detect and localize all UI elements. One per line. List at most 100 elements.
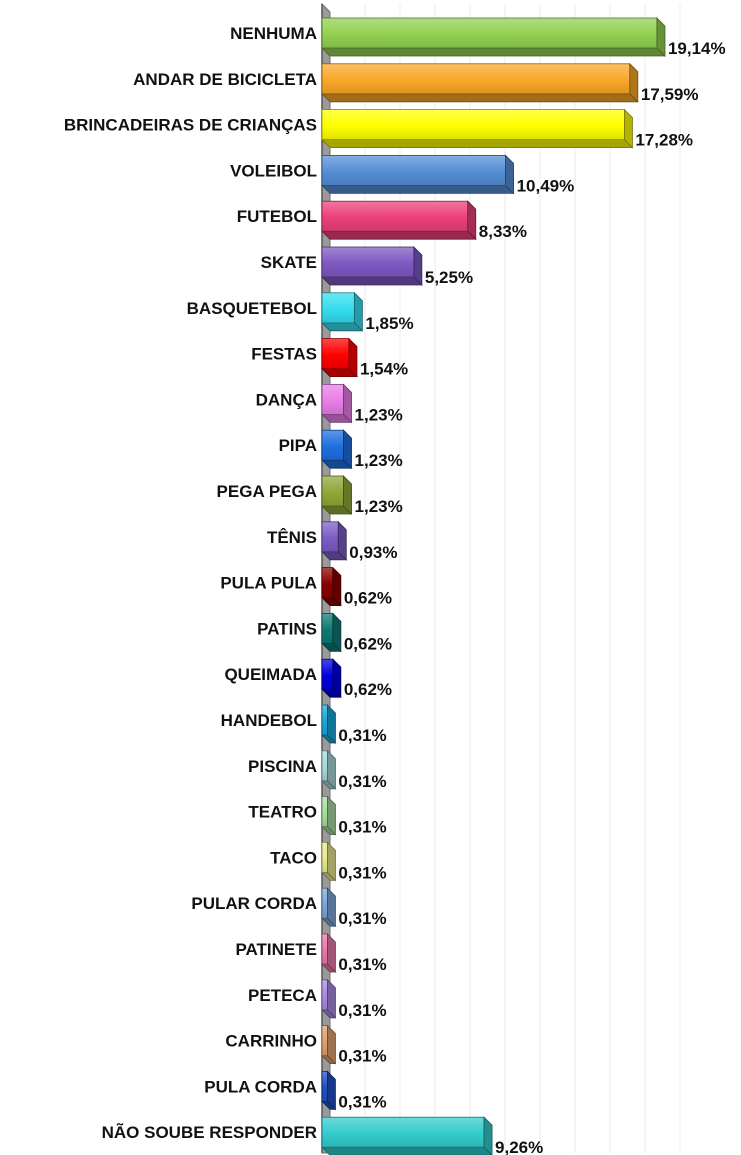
bar (321, 749, 337, 790)
category-label: BRINCADEIRAS DE CRIANÇAS (64, 116, 317, 135)
bar-bottom-face (321, 184, 515, 194)
value-label: 0,31% (338, 909, 386, 928)
category-label: PATINETE (235, 940, 317, 959)
category-label: HANDEBOL (221, 711, 317, 730)
category-label: DANÇA (256, 390, 317, 409)
value-label: 0,31% (338, 772, 386, 791)
bar-front-face (321, 1116, 485, 1148)
category-label: PISCINA (248, 757, 317, 776)
bar (321, 383, 353, 424)
bar-front-face (321, 200, 469, 232)
bar-side-face (327, 1024, 336, 1065)
value-label: 0,31% (338, 818, 386, 837)
bar-front-face (321, 933, 328, 965)
category-label: TÊNIS (267, 528, 317, 547)
bar-front-face (321, 796, 328, 827)
bar (321, 154, 515, 195)
value-label: 1,54% (360, 360, 408, 379)
bar-front-face (321, 154, 506, 186)
bar-front-face (321, 475, 344, 507)
category-label: NENHUMA (230, 24, 317, 43)
bar (321, 841, 337, 882)
grid-lines (364, 4, 681, 1153)
value-label: 8,33% (479, 222, 527, 241)
category-label: PATINS (257, 619, 317, 638)
bar (321, 475, 353, 515)
bar-side-face (332, 658, 342, 699)
bar (321, 795, 337, 836)
bar-side-face (343, 429, 352, 470)
category-label: BASQUETEBOL (187, 299, 317, 318)
bar (321, 704, 337, 744)
bar (321, 520, 348, 561)
category-label: SKATE (261, 253, 317, 272)
category-label: CARRINHO (225, 1032, 317, 1051)
value-label: 17,28% (635, 131, 693, 150)
bar-bottom-face (321, 276, 423, 286)
bar-front-face (321, 842, 328, 873)
category-label: FUTEBOL (237, 207, 317, 226)
bar-front-face (321, 521, 339, 553)
bar-side-face (343, 475, 352, 515)
bar-front-face (321, 750, 328, 782)
category-label: PULA PULA (220, 574, 317, 593)
bar-side-face (413, 246, 423, 286)
bar (321, 291, 364, 332)
bar-side-face (343, 383, 352, 424)
bar-side-face (332, 566, 342, 607)
bar-side-face (327, 1070, 336, 1111)
bar-side-face (624, 108, 633, 149)
value-label: 0,31% (338, 1092, 386, 1111)
bar-side-face (353, 291, 363, 332)
value-label: 0,31% (338, 863, 386, 882)
bar (321, 887, 337, 928)
bar-front-face (321, 383, 344, 415)
bar (321, 978, 337, 1019)
bar-side-face (337, 520, 347, 561)
bar-side-face (483, 1116, 493, 1155)
bar (321, 246, 423, 286)
bar (321, 17, 666, 57)
bar-front-face (321, 658, 334, 690)
category-label: PETECA (248, 986, 317, 1005)
value-label: 0,93% (349, 543, 397, 562)
bar (321, 658, 342, 699)
bar-front-face (321, 338, 350, 370)
category-label: PULA CORDA (204, 1077, 317, 1096)
bar-front-face (321, 704, 328, 736)
bar-bottom-face (321, 139, 634, 149)
category-label: FESTAS (251, 345, 317, 364)
bar-side-face (467, 200, 477, 241)
bar-bottom-face (321, 47, 666, 57)
value-label: 1,23% (355, 405, 403, 424)
value-label: 10,49% (517, 176, 575, 195)
bar-side-face (327, 978, 336, 1019)
category-label: NÃO SOUBE RESPONDER (102, 1122, 317, 1142)
bar-bottom-face (321, 93, 639, 103)
bar-bottom-face (321, 1146, 493, 1155)
category-labels: NENHUMA ANDAR DE BICICLETA BRINCADEIRAS DE… (64, 24, 317, 1142)
bar-side-face (327, 933, 336, 973)
bar-side-face (656, 17, 666, 57)
value-label: 0,62% (344, 680, 392, 699)
bar (321, 612, 342, 653)
bar-side-face (327, 841, 336, 882)
value-label: 1,85% (365, 314, 413, 333)
category-label: PIPA (279, 436, 317, 455)
bar-front-face (321, 246, 415, 278)
bar-side-face (505, 154, 514, 195)
value-labels: 19,14% 17,59% 17,28% 10,49% 8,33% 5,25% 1,85% 1… (338, 39, 725, 1155)
bar (321, 62, 639, 103)
bar-front-face (321, 613, 334, 644)
bar-side-face (332, 612, 342, 653)
bar-front-face (321, 292, 355, 324)
bar-front-face (321, 109, 625, 140)
value-label: 19,14% (668, 39, 726, 58)
bar-side-face (348, 337, 358, 378)
value-label: 9,26% (495, 1138, 543, 1155)
bar (321, 1070, 337, 1111)
value-label: 0,62% (344, 634, 392, 653)
bar (321, 108, 634, 149)
bar-side-face (327, 887, 336, 928)
